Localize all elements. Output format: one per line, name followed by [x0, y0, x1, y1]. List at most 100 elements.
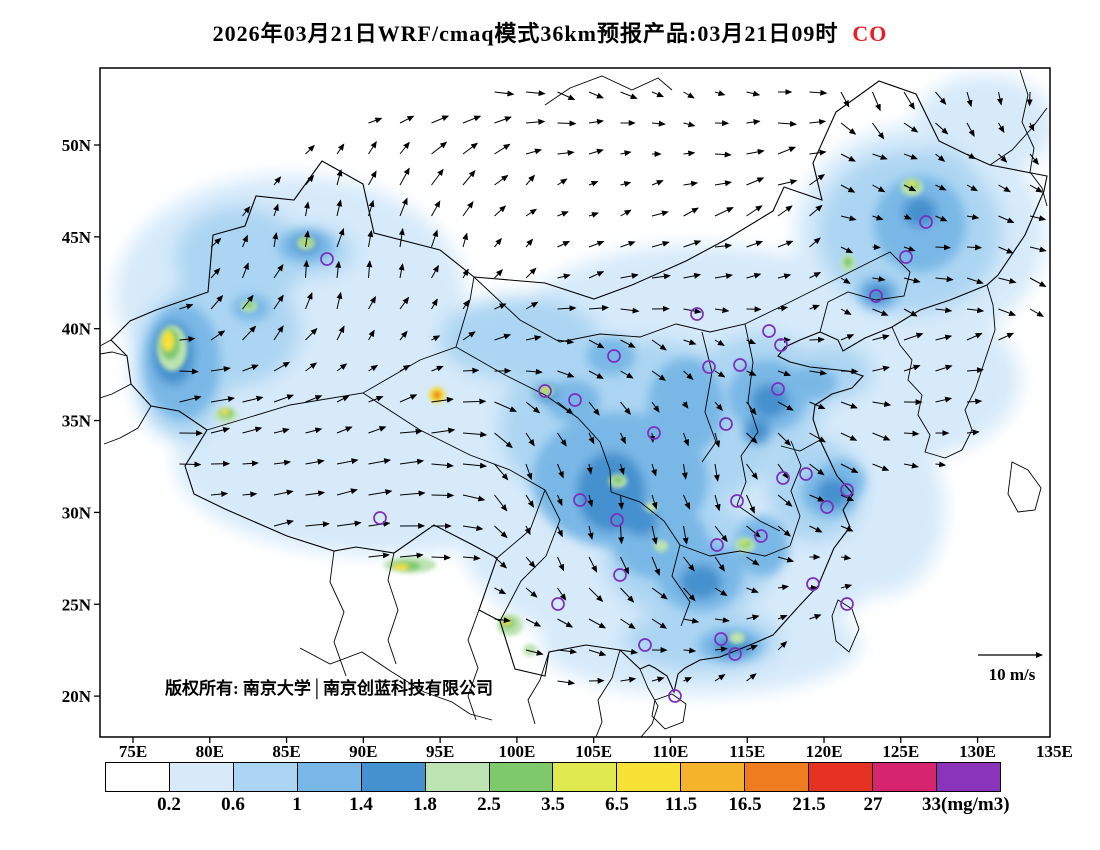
- wind-arrow-icon: [620, 648, 638, 655]
- lon-axis-label: 125E: [882, 742, 919, 761]
- wind-vector-layer: [179, 89, 1047, 686]
- wind-arrow-icon: [620, 91, 638, 99]
- wind-arrow-icon: [462, 268, 469, 279]
- wind-arrow-icon: [714, 401, 723, 412]
- wind-arrow-icon: [494, 116, 512, 124]
- colorbar-label: 2.5: [477, 794, 501, 815]
- shading-spot-layer: [157, 178, 923, 656]
- wind-arrow-icon: [557, 401, 574, 415]
- wind-arrow-icon: [746, 338, 757, 345]
- title-species-label: CO: [852, 21, 888, 46]
- station-marker-icon: [899, 250, 913, 264]
- wind-arrow-icon: [903, 153, 918, 160]
- wind-arrow-icon: [777, 614, 788, 621]
- colorbar-cell: [168, 763, 233, 791]
- wind-arrow-icon: [777, 205, 793, 217]
- wind-arrow-icon: [620, 181, 632, 187]
- station-marker-icon: [919, 215, 933, 229]
- wind-arrow-icon: [431, 365, 444, 372]
- wind-arrow-icon: [179, 303, 194, 310]
- station-marker-icon: [551, 597, 565, 611]
- coastline-border: [100, 383, 132, 399]
- wind-arrow-icon: [399, 167, 410, 186]
- wind-arrow-icon: [586, 463, 593, 475]
- wind-arrow-icon: [305, 362, 318, 372]
- wind-arrow-icon: [872, 401, 892, 407]
- colorbar-label: 0.2: [157, 794, 181, 815]
- shading-blob: [744, 418, 770, 444]
- wind-arrow-icon: [935, 91, 947, 105]
- wind-arrow-icon: [462, 462, 487, 469]
- shading-blob: [741, 541, 747, 545]
- shading-blob: [162, 331, 174, 351]
- wind-arrow-icon: [588, 339, 605, 349]
- wind-arrow-icon: [935, 334, 953, 341]
- lon-axis-label: 130E: [959, 742, 996, 761]
- wind-arrow-icon: [998, 277, 1017, 284]
- wind-arrow-icon: [462, 398, 487, 405]
- wind-arrow-icon: [431, 462, 454, 469]
- wind-arrow-icon: [746, 645, 758, 651]
- lat-axis-label: 30N: [62, 503, 92, 522]
- wind-arrow-icon: [840, 368, 859, 375]
- wind-arrow-icon: [683, 370, 694, 380]
- colorbar-label: 0.6: [221, 794, 245, 815]
- station-marker-icon: [733, 358, 747, 372]
- station-marker-icon: [610, 513, 624, 527]
- colorbar-cell: [872, 763, 936, 791]
- wind-arrow-icon: [273, 361, 291, 372]
- wind-arrow-icon: [840, 525, 854, 532]
- wind-arrow-icon: [777, 494, 793, 507]
- wind-arrow-icon: [588, 649, 607, 657]
- wind-arrow-icon: [305, 458, 325, 465]
- wind-arrow-icon: [587, 494, 594, 508]
- lon-axis-label: 100E: [498, 742, 535, 761]
- station-marker-icon: [373, 511, 387, 525]
- wind-arrow-icon: [588, 304, 609, 311]
- wind-arrow-icon: [746, 556, 760, 566]
- station-markers-layer: [320, 215, 933, 703]
- wind-arrow-icon: [556, 494, 563, 507]
- wind-arrow-icon: [903, 91, 915, 110]
- station-marker-icon: [774, 338, 788, 352]
- station-marker-icon: [840, 597, 854, 611]
- wind-arrow-icon: [620, 556, 630, 575]
- wind-arrow-icon: [525, 463, 533, 481]
- wind-arrow-icon: [683, 556, 695, 572]
- coastline-border: [100, 351, 128, 357]
- wind-arrow-icon: [398, 263, 405, 279]
- wind-arrow-icon: [651, 180, 664, 186]
- wind-arrow-icon: [903, 245, 916, 252]
- wind-arrow-icon: [651, 339, 667, 351]
- wind-arrow-icon: [746, 90, 761, 97]
- wind-arrow-icon: [588, 91, 604, 99]
- wind-arrow-icon: [368, 395, 384, 403]
- wind-arrow-icon: [525, 267, 537, 279]
- wind-arrow-icon: [903, 277, 921, 284]
- station-marker-icon: [710, 538, 724, 552]
- wind-arrow-icon: [431, 200, 441, 217]
- coastline-border: [387, 552, 399, 665]
- co-concentration-shading-layer: [115, 75, 1050, 695]
- station-marker-icon: [776, 471, 790, 485]
- wind-arrow-icon: [651, 525, 658, 545]
- colorbar-cell: [106, 763, 169, 791]
- wind-arrow-icon: [335, 260, 342, 279]
- wind-arrow-icon: [494, 587, 507, 595]
- wind-arrow-icon: [777, 641, 788, 651]
- wind-arrow-icon: [1029, 153, 1039, 165]
- wind-arrow-icon: [336, 395, 350, 403]
- wind-arrow-icon: [618, 525, 625, 545]
- wind-arrow-icon: [494, 463, 509, 481]
- wind-arrow-icon: [368, 426, 387, 434]
- wind-arrow-icon: [966, 277, 984, 285]
- colorbar-label: 1.4: [349, 794, 373, 815]
- wind-arrow-icon: [809, 272, 822, 279]
- wind-arrow-icon: [809, 525, 823, 533]
- coastline-border: [299, 647, 493, 721]
- shading-blob: [433, 391, 441, 399]
- station-marker-icon: [613, 568, 627, 582]
- wind-arrow-icon: [242, 460, 259, 467]
- colorbar-label: 21.5: [792, 794, 826, 815]
- coastline-border: [103, 405, 152, 445]
